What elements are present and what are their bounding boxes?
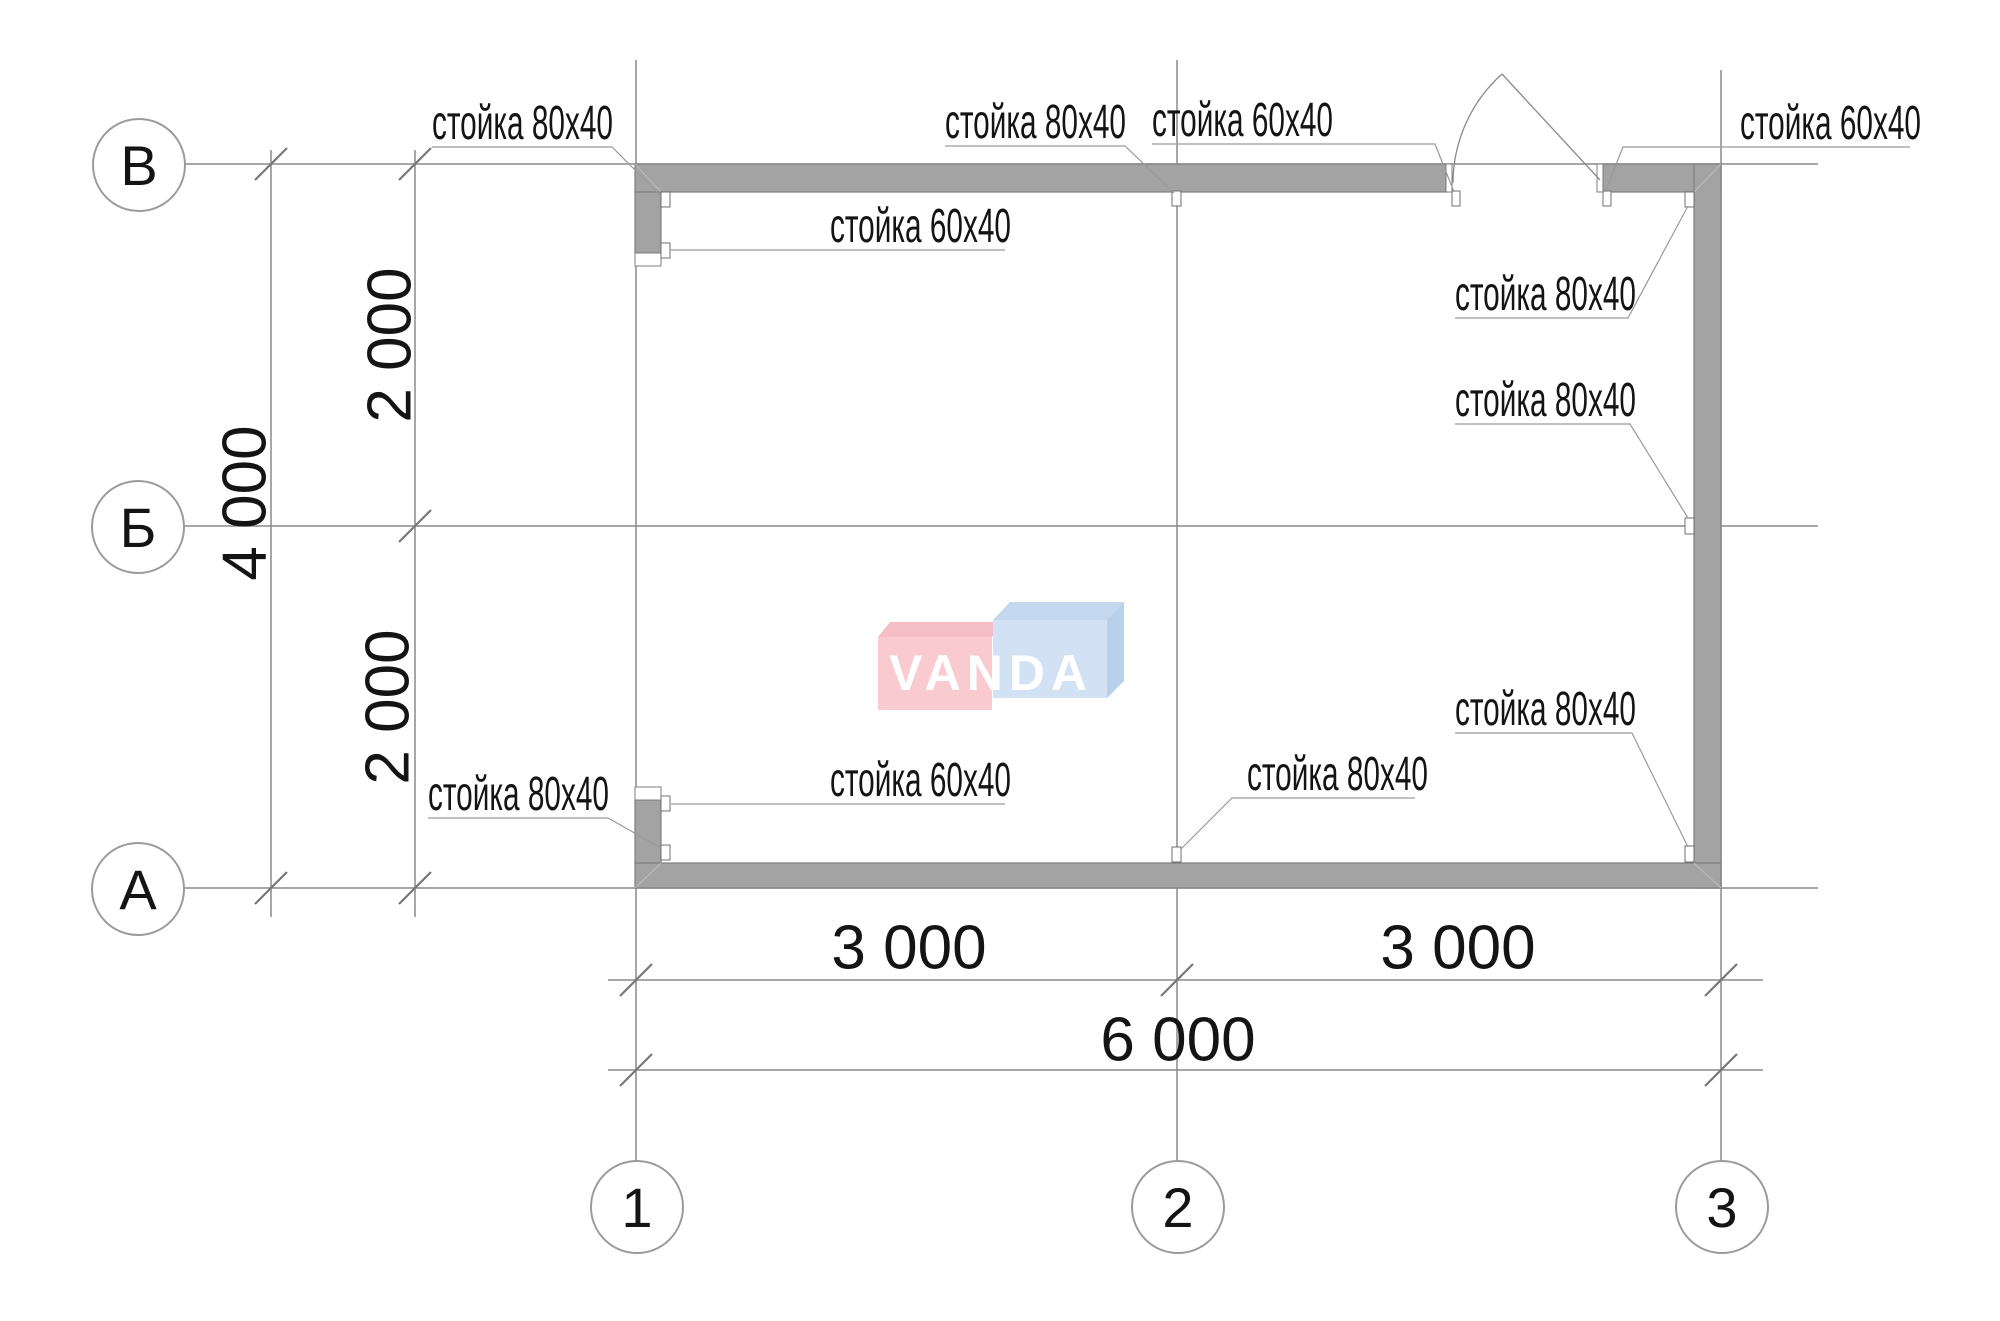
stud-left-bottom-stub-end [660, 795, 671, 812]
cap-left-top-stub [634, 252, 662, 267]
stud-right-axis-b [1684, 517, 1695, 535]
callout-inside-top: стойка 60х40 [830, 200, 1011, 253]
axis-label: 3 [1706, 1175, 1738, 1239]
door-leaf [1501, 73, 1601, 181]
logo-blue-top-face [993, 602, 1124, 620]
miter-top-left [634, 163, 662, 193]
tick [1160, 963, 1194, 997]
wall-top-left-segment [634, 163, 1447, 193]
axis-label: В [120, 133, 158, 197]
dim-left-lower: 2 000 [353, 629, 423, 785]
axis-label: 2 [1162, 1175, 1194, 1239]
logo-wordmark: VANDA [888, 645, 1094, 701]
axis-label: А [119, 857, 157, 921]
leader-bottom-middle [1180, 797, 1415, 850]
tick [254, 871, 288, 905]
tick [254, 147, 288, 181]
leader-right-lower [1455, 732, 1689, 848]
cap-door-right-jamb [1596, 163, 1604, 193]
dimension-lines [270, 150, 1763, 1071]
tick [1704, 1053, 1738, 1087]
axis-bubble-col-1: 1 [590, 1160, 684, 1254]
wall-right [1693, 163, 1722, 889]
callout-top-far-right: стойка 60х40 [1740, 97, 1921, 150]
logo-blue-side-face [1107, 602, 1124, 698]
leader-top-middle [945, 145, 1175, 194]
tick [398, 871, 432, 905]
leader-right-middle [1455, 423, 1689, 519]
dim-left-upper: 2 000 [355, 267, 425, 423]
stud-door-right-jamb [1602, 190, 1612, 207]
callout-top-mid-right: стойка 60х40 [1152, 94, 1333, 147]
logo-pink-top-face [878, 622, 1004, 637]
axis-bubble-col-3: 3 [1675, 1160, 1769, 1254]
cap-left-bottom-stub [634, 786, 662, 801]
leader-top-left [432, 146, 662, 197]
miter-bottom-right [1693, 862, 1722, 889]
grid-lines [635, 60, 1722, 1161]
stud-top-right-corner [1684, 191, 1695, 208]
tick [619, 1053, 653, 1087]
dim-bottom-right: 3 000 [1380, 913, 1536, 983]
callout-bottom-left: стойка 80х40 [428, 768, 609, 821]
door-arc [1452, 73, 1503, 184]
axis-bubble-row-b: Б [91, 480, 185, 574]
wall-bottom [634, 862, 1722, 889]
wall-miter-lines [634, 163, 1722, 889]
leader-top-far-right [1604, 146, 1910, 193]
dim-left-total: 4 000 [210, 425, 280, 581]
stud-bottom-left-corner [660, 844, 671, 861]
dim-bottom-left: 3 000 [831, 913, 987, 983]
callout-top-left: стойка 80х40 [432, 97, 613, 150]
walls-group [634, 163, 1722, 889]
dim-bottom-total: 6 000 [1100, 1005, 1256, 1075]
miter-bottom-left [634, 862, 662, 889]
axis-label: 1 [621, 1175, 653, 1239]
logo-boxes [878, 602, 1124, 710]
tick [619, 963, 653, 997]
stud-markers [660, 190, 1695, 863]
logo-pink-front-face [878, 637, 992, 710]
wall-left-top-stub [634, 191, 662, 254]
stud-grid2-bottom [1171, 846, 1182, 863]
miter-top-right [1693, 163, 1722, 193]
tick [398, 147, 432, 181]
tick-marks [254, 147, 1738, 1087]
stud-top-left-corner [660, 191, 671, 208]
tick [1704, 963, 1738, 997]
callout-inside-bottom: стойка 60х40 [830, 754, 1011, 807]
axis-bubble-col-2: 2 [1131, 1160, 1225, 1254]
callout-bottom-middle: стойка 80х40 [1247, 748, 1428, 801]
wall-left-bottom-stub [634, 799, 662, 864]
leader-bottom-left [428, 817, 662, 849]
leader-top-mid-right [1152, 143, 1455, 193]
tick [398, 509, 432, 543]
logo-blue-front-face [993, 620, 1107, 698]
leader-right-upper [1455, 205, 1689, 319]
door-swing [1452, 73, 1601, 184]
callout-right-lower: стойка 80х40 [1455, 683, 1636, 736]
stud-bottom-right-corner [1684, 845, 1695, 863]
callout-top-middle: стойка 80х40 [945, 96, 1126, 149]
stud-left-top-stub-end [660, 242, 671, 259]
axis-label: Б [119, 495, 157, 559]
callout-right-upper: стойка 80х40 [1455, 268, 1636, 321]
stud-grid2-top [1171, 190, 1182, 207]
stud-door-left-jamb [1451, 190, 1461, 207]
leader-lines [428, 143, 1910, 850]
callout-right-middle: стойка 80х40 [1455, 374, 1636, 427]
axis-bubble-row-v: В [92, 118, 186, 212]
axis-bubble-row-a: А [91, 842, 185, 936]
